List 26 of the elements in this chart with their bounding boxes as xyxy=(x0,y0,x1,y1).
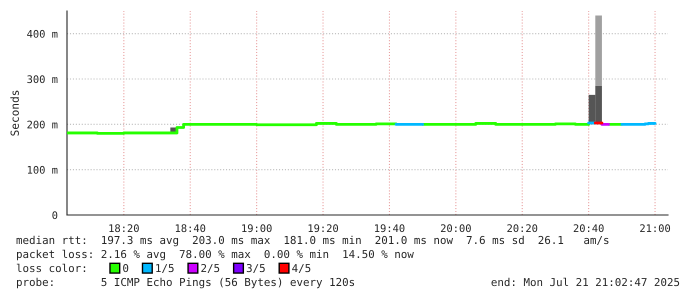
x-tick-label: 21:00 xyxy=(640,224,670,232)
y-tick-label: 0 xyxy=(52,211,58,220)
x-tick-label: 20:40 xyxy=(574,224,604,232)
legend-label: 0 xyxy=(123,264,128,272)
text: loss color: xyxy=(16,264,86,272)
legend-label: 4/5 xyxy=(292,264,310,274)
y-tick-label: 200 m xyxy=(27,120,58,128)
text: packet loss: 2.16 % avg 78.00 % max 0.00 % min 14.50 % now xyxy=(17,250,414,260)
text: probe: 5 ICMP Echo Pings (56 Bytes) every 120s xyxy=(17,278,354,288)
text: median rtt: 197.3 ms avg 203.0 ms max 181.0 ms min 201.0 ms now 7.6 ms sd 26.1 am/s xyxy=(16,236,608,246)
y-tick-label: 100 m xyxy=(28,166,58,174)
y-axis-title: Seconds xyxy=(10,90,19,136)
legend-label: 2/5 xyxy=(201,264,220,274)
x-tick-label: 20:00 xyxy=(440,224,471,232)
x-tick-label: 20:20 xyxy=(507,224,538,232)
x-tick-label: 19:00 xyxy=(242,224,272,232)
x-tick-label: 18:40 xyxy=(176,224,206,232)
x-tick-label: 18:20 xyxy=(109,224,139,232)
bar xyxy=(595,16,602,86)
legend-label: 3/5 xyxy=(246,264,265,274)
text: end: Mon Jul 21 21:02:47 2025 xyxy=(492,278,680,286)
x-tick-label: 19:40 xyxy=(375,224,404,232)
legend-label: 1/5 xyxy=(156,264,174,274)
y-tick-label: 300 m xyxy=(27,75,58,84)
y-tick-label: 400 m xyxy=(27,30,58,38)
x-tick-label: 19:20 xyxy=(308,224,338,232)
